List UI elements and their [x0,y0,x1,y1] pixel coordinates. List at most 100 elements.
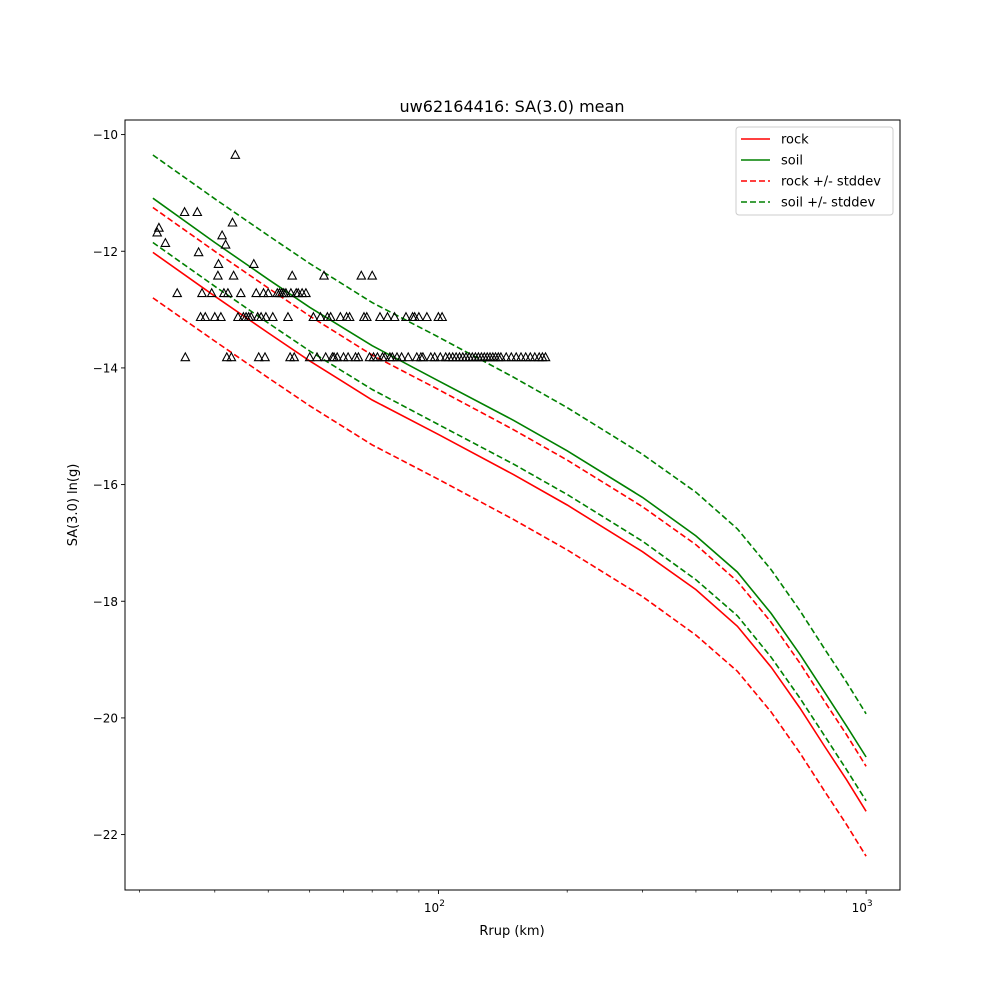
observation-point [540,351,551,362]
observation-point [372,351,383,362]
observation-point [403,351,414,362]
legend-box [735,126,894,216]
observation-point [220,239,231,249]
observation-point [325,311,336,322]
series-line-2 [152,206,867,767]
observation-point [179,206,190,217]
observation-point [267,311,278,322]
observation-point [367,270,378,280]
legend: rock soil rock +/- stddev soil +/- stddev [735,126,894,216]
observation-point [400,311,412,322]
y-tick-label: −20 [93,711,118,725]
observation-point [153,222,165,232]
observation-point [251,287,262,298]
observation-point [213,258,224,268]
observation-point [289,351,300,362]
axes-frame [124,119,901,891]
observation-point [216,229,228,240]
observation-point [436,311,448,322]
observation-point [421,311,433,322]
series-line-0 [152,251,867,812]
observation-point [192,206,203,217]
observation-point [282,311,294,322]
x-axis-label: Rrup (km) [479,924,544,939]
observation-points [152,149,551,362]
observation-point [180,351,191,362]
observation-point [332,351,343,362]
observation-point [246,311,257,322]
y-axis-label: SA(3.0) ln(g) [66,464,81,547]
observation-point [172,287,183,298]
y-tick-label: −16 [93,478,118,492]
observation-point [382,311,393,322]
observation-point [196,287,208,298]
y-axis: −22 −20 −18 −16 −14 −12 −10 [93,128,125,842]
observation-point [353,351,364,362]
observation-point [260,311,272,322]
observation-point [206,287,217,298]
x-tick-label: 103 [852,899,873,915]
observation-point [429,351,440,362]
observation-point [280,287,292,298]
observation-point [315,311,326,322]
legend-label: soil [781,154,803,169]
observation-point [259,351,271,362]
observation-point [361,311,372,322]
plot-area [124,119,901,891]
observation-point [417,351,429,362]
observation-point [304,351,315,362]
observation-point [308,311,319,322]
series-line-3 [152,297,867,857]
series-line-4 [152,154,867,715]
observation-point [228,270,239,280]
observation-point [152,226,163,237]
observation-point [232,311,244,322]
series-line-5 [152,241,867,802]
observation-point [342,351,354,362]
observation-point [285,287,297,298]
observation-point [335,311,346,322]
observation-point [235,287,246,298]
observation-point [501,351,512,362]
observation-point [230,149,241,159]
y-tick-label: −14 [93,361,118,375]
legend-label: rock +/- stddev [781,175,881,190]
observation-point [495,351,507,362]
observation-point [227,217,238,227]
y-tick-label: −12 [93,245,118,259]
observation-point [222,287,234,298]
observation-point [318,270,330,280]
y-tick-label: −22 [93,828,118,842]
observation-point [300,287,312,298]
observation-point [506,351,517,362]
observation-point [320,351,331,362]
observation-point [379,351,391,362]
observation-point [396,351,407,362]
legend-label: soil +/- stddev [781,196,876,211]
observation-point [212,270,224,280]
observation-point [263,287,274,298]
observation-point [311,351,323,362]
observation-point [193,246,204,257]
observation-point [287,270,298,280]
observation-point [389,311,400,322]
observation-point [344,311,355,322]
legend-label: rock [781,133,809,148]
observation-point [160,237,171,247]
observation-point [435,351,446,362]
observation-point [413,311,425,322]
observation-point [209,311,220,322]
chart-title: uw62164416: SA(3.0) mean [400,97,625,116]
observation-point [374,311,386,322]
y-tick-label: −10 [93,128,118,142]
x-axis: 102 103 [139,890,873,915]
observation-point [200,311,211,322]
observation-point [248,258,259,268]
y-tick-label: −18 [93,595,118,609]
observation-point [226,351,237,362]
observation-point [356,270,367,280]
observation-point [253,351,264,362]
x-tick-label: 102 [424,899,445,915]
observation-point [215,311,227,322]
